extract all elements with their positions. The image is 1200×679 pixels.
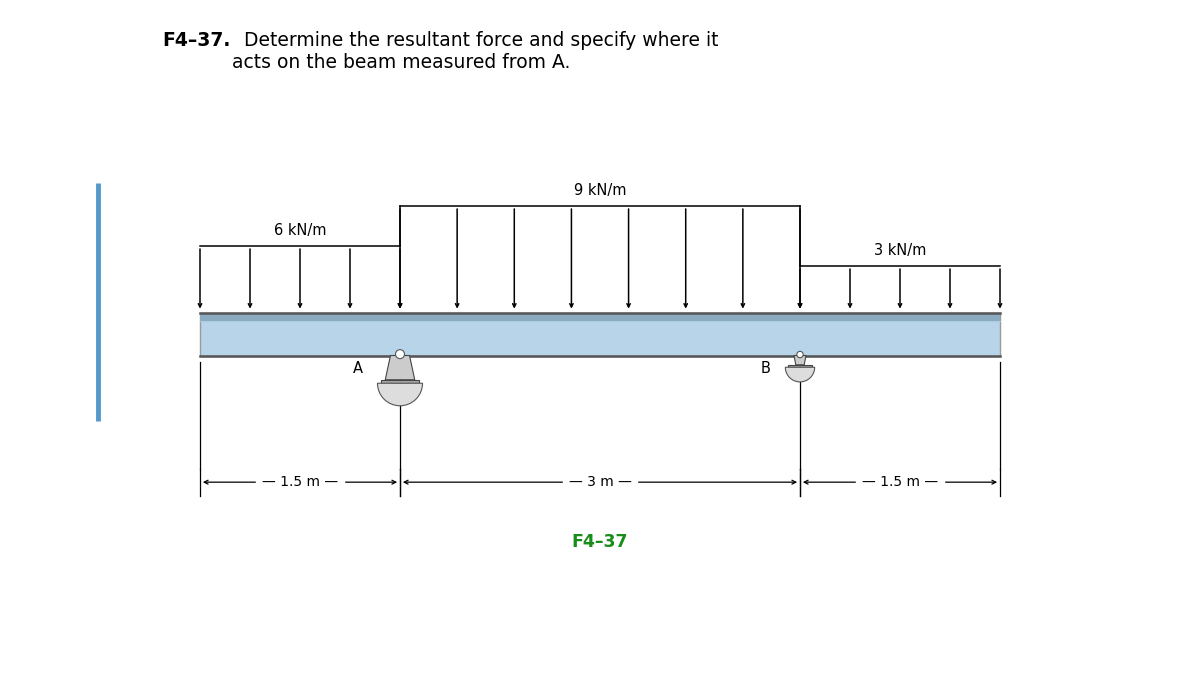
Bar [380, 380, 419, 383]
Polygon shape [385, 356, 415, 380]
Wedge shape [378, 383, 422, 406]
Bar [200, 313, 1000, 356]
Bar [200, 313, 1000, 320]
Bar [788, 365, 812, 367]
Text: B: B [761, 361, 770, 376]
Text: — 1.5 m —: — 1.5 m — [862, 475, 938, 489]
Text: — 1.5 m —: — 1.5 m — [262, 475, 338, 489]
Text: — 3 m —: — 3 m — [569, 475, 631, 489]
Polygon shape [794, 356, 806, 365]
Text: F4–37.: F4–37. [162, 31, 230, 50]
Circle shape [797, 351, 803, 358]
Text: Determine the resultant force and specify where it
acts on the beam measured fro: Determine the resultant force and specif… [232, 31, 718, 71]
Text: 3 kN/m: 3 kN/m [874, 243, 926, 258]
Text: 6 kN/m: 6 kN/m [274, 223, 326, 238]
Circle shape [396, 350, 404, 359]
Text: A: A [353, 361, 362, 376]
Wedge shape [785, 367, 815, 382]
Text: 9 kN/m: 9 kN/m [574, 183, 626, 198]
Text: F4–37: F4–37 [571, 533, 629, 551]
